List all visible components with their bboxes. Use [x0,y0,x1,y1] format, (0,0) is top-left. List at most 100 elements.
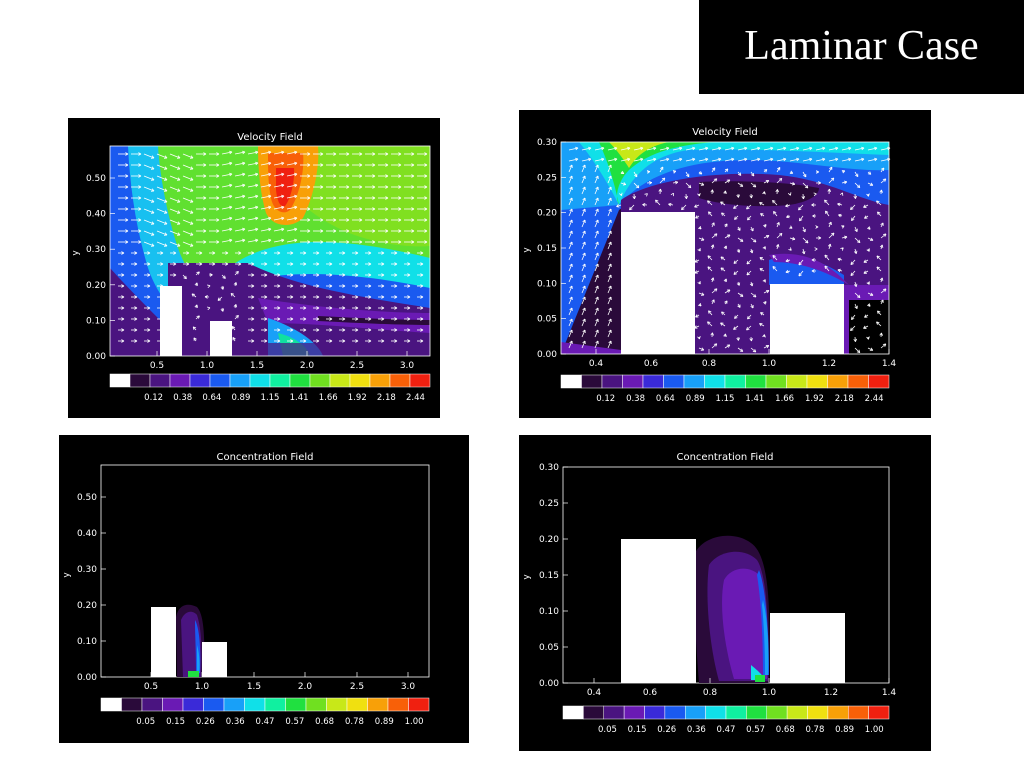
velocity-vector-head [879,277,884,281]
velocity-vector [854,347,861,353]
velocity-vector-head [582,208,586,213]
velocity-vector-head [814,247,818,251]
velocity-vector-head [277,339,281,343]
velocity-vector-head [163,210,168,214]
velocity-vector-head [726,344,731,348]
colorbar-swatch [704,374,726,389]
velocity-vector-head [346,240,350,244]
velocity-vector-head [176,232,181,236]
velocity-vector [750,347,757,353]
velocity-vector-head [569,219,573,224]
velocity-vector-head [333,240,337,244]
velocity-vector-head [303,273,307,277]
velocity-vector-head [601,146,605,151]
velocity-vector-head [372,196,376,200]
velocity-vector-head [329,262,333,266]
velocity-vector-head [320,229,324,233]
velocity-vector-head [163,155,168,159]
building-tall [621,212,695,354]
velocity-vector-head [203,229,207,233]
velocity-vector [247,228,259,232]
velocity-vector-head [411,152,415,156]
colorbar-swatch [264,697,286,712]
velocity-vector-head [778,232,783,237]
velocity-vector-head [710,277,715,281]
y-tick-label: 0.25 [537,173,557,183]
velocity-vector-head [368,273,372,277]
velocity-vector-head [381,328,385,332]
velocity-vector [286,239,298,243]
x-tick-label: 0.4 [587,688,602,698]
velocity-vector-head [681,206,685,211]
velocity-vector-head [700,292,705,296]
velocity-vector [773,211,778,217]
y-tick-label: 0.25 [539,499,559,509]
velocity-vector [711,178,718,184]
velocity-vector-head [290,306,294,310]
velocity-vector-head [595,208,599,213]
velocity-vector-head [372,152,376,156]
velocity-vector-head [811,258,815,262]
velocity-vector [776,147,787,151]
velocity-vector-head [381,339,385,343]
velocity-vector-head [752,349,757,353]
velocity-vector [633,182,640,189]
colorbar-label: 1.41 [290,393,309,403]
velocity-vector [182,164,194,170]
velocity-vector [607,340,612,349]
velocity-vector [234,184,246,188]
velocity-vector-head [368,284,372,288]
velocity-vector-head [788,247,792,251]
colorbar: 0.05 0.15 0.26 0.36 0.47 0.57 0.68 0.78 0.89 1.00 [562,705,890,735]
velocity-vector-head [674,180,679,185]
velocity-vector-head [786,214,790,219]
velocity-vector-head [853,195,858,199]
velocity-vector [746,270,752,276]
velocity-vector-head [882,288,887,292]
velocity-vector-head [212,262,216,266]
velocity-vector-head [251,284,255,288]
velocity-vector-head [290,273,294,277]
velocity-vector [247,162,259,166]
velocity-vector-head [342,339,346,343]
velocity-vector-head [687,184,692,189]
velocity-vector [581,230,586,239]
velocity-field-panel-zoom: Velocity Field y 0.00 0.05 0.10 0.15 0.20 0.2… [519,110,931,418]
velocity-vector-head [785,203,789,208]
colorbar-swatch [766,705,788,720]
velocity-vector-head [710,244,715,248]
colorbar: 0.12 0.38 0.64 0.89 1.15 1.41 1.66 1.92 2.18 2.44 [560,374,890,404]
velocity-vector-head [853,338,857,342]
velocity-vector-head [242,216,246,221]
velocity-vector [707,200,713,206]
velocity-vector-head [355,273,359,277]
velocity-vector [230,293,236,298]
velocity-vector-head [582,164,586,169]
x-tick-label: 1.0 [762,688,777,698]
velocity-vector-head [582,307,586,312]
velocity-vector-head [176,199,181,203]
velocity-vector-head [736,249,741,253]
velocity-vector-head [333,152,337,156]
velocity-vector-head [775,189,779,193]
velocity-vector-head [251,262,255,266]
velocity-vector-head [251,317,255,321]
velocity-vector-head [229,150,233,155]
velocity-vector-head [281,172,285,177]
velocity-vector [863,204,869,208]
velocity-vector-head [134,262,138,266]
velocity-vector [798,259,804,266]
velocity-vector [828,166,833,173]
velocity-vector-head [869,237,874,241]
velocity-vector [850,325,856,331]
velocity-vector [747,215,752,221]
x-tick-label: 0.8 [703,688,718,698]
velocity-vector-head [251,251,255,255]
velocity-vector [737,292,744,297]
velocity-vector [568,329,573,338]
velocity-vector-head [822,146,826,151]
velocity-vector-head [660,166,664,171]
colorbar-swatch [562,705,584,720]
velocity-vector-head [207,284,211,289]
velocity-vector [286,195,298,199]
